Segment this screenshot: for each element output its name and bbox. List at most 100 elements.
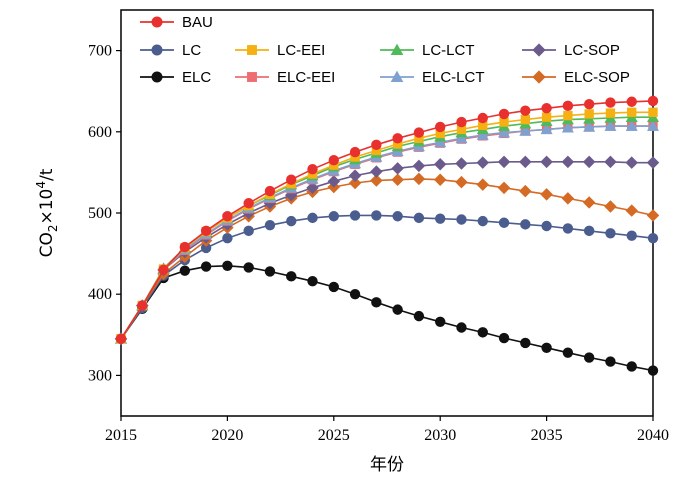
data-point — [519, 184, 532, 198]
data-point — [455, 132, 468, 144]
data-point — [625, 156, 638, 169]
data-point — [476, 178, 489, 191]
data-point — [413, 310, 425, 322]
data-point — [477, 112, 488, 124]
legend-item-lc-lct: LC-LCT — [380, 42, 475, 59]
data-point — [520, 114, 530, 125]
data-point — [561, 121, 574, 133]
data-point — [137, 300, 148, 311]
legend-label: LC-EEI — [277, 42, 325, 59]
data-point — [519, 155, 532, 169]
series-line — [120, 111, 653, 340]
data-point — [151, 71, 163, 83]
data-point — [582, 155, 596, 169]
data-point — [243, 225, 254, 237]
data-point — [371, 210, 382, 221]
y-axis-title-part: 4 — [34, 181, 48, 189]
data-point — [414, 133, 424, 143]
data-point — [647, 95, 659, 107]
data-point — [605, 97, 616, 108]
data-point — [392, 211, 403, 222]
data-point — [243, 198, 254, 209]
data-point — [540, 123, 553, 135]
data-point — [561, 155, 575, 169]
data-point — [151, 16, 163, 28]
data-point — [349, 289, 361, 300]
data-point — [264, 185, 276, 197]
legend-label: LC-LCT — [422, 42, 475, 59]
data-point — [563, 110, 573, 121]
data-point — [435, 128, 445, 139]
data-point — [434, 136, 447, 148]
data-point — [328, 155, 339, 166]
data-point — [478, 120, 488, 130]
data-point — [519, 125, 532, 136]
series-line — [120, 125, 653, 340]
data-point — [286, 215, 297, 227]
legend: BAU LC LC-EEI LC-LCT LC-SOP ELC ELC-EEI ELC-LCT… — [140, 14, 630, 86]
data-point — [477, 327, 488, 338]
data-point — [541, 342, 552, 353]
data-point — [222, 232, 233, 244]
data-point — [370, 174, 383, 187]
legend-label: BAU — [182, 14, 213, 31]
data-point — [413, 127, 425, 138]
data-point — [200, 242, 212, 254]
data-point — [371, 145, 382, 156]
y-axis-title-part: ×10 — [37, 189, 57, 225]
legend-label: ELC-LCT — [422, 69, 485, 86]
y-tick-label: 700 — [88, 43, 112, 60]
data-point — [391, 173, 404, 186]
y-tick-label: 600 — [88, 124, 112, 141]
y-tick-label: 400 — [88, 286, 112, 303]
data-point — [327, 175, 341, 188]
legend-item-lc: LC — [140, 42, 201, 59]
data-point — [243, 262, 254, 273]
data-point — [348, 169, 362, 182]
legend-label: ELC — [182, 69, 211, 86]
data-point — [562, 100, 574, 112]
data-point — [222, 211, 233, 222]
data-point — [626, 361, 637, 372]
data-point — [306, 181, 319, 195]
data-point — [348, 176, 362, 190]
data-point — [151, 44, 163, 56]
data-point — [583, 98, 595, 110]
data-point — [605, 228, 616, 239]
legend-label: LC-SOP — [564, 42, 620, 59]
data-point — [392, 133, 403, 144]
data-point — [370, 165, 383, 178]
data-point — [391, 162, 404, 175]
series-elc-lct — [115, 120, 659, 344]
data-point — [200, 225, 212, 237]
data-point — [647, 365, 659, 376]
data-point — [247, 45, 257, 55]
series-bau — [115, 95, 659, 345]
data-point — [583, 352, 595, 363]
series-line — [120, 264, 654, 372]
legend-item-elc: ELC — [140, 69, 211, 86]
data-point — [646, 156, 660, 169]
series-lc-sop — [114, 155, 660, 346]
legend-label: LC — [182, 42, 201, 59]
y-axis-title-part: CO — [37, 232, 57, 257]
x-tick-label: 2025 — [318, 427, 350, 444]
data-point — [371, 297, 382, 308]
data-point — [625, 120, 638, 131]
data-point — [604, 155, 617, 169]
data-point — [498, 108, 510, 120]
tick-marks — [116, 49, 654, 421]
data-point — [158, 264, 169, 276]
data-point — [541, 103, 552, 114]
data-point — [532, 43, 546, 57]
series-lc — [115, 210, 659, 345]
data-point — [498, 217, 510, 228]
data-point — [349, 210, 361, 221]
data-point — [561, 192, 575, 205]
data-point — [286, 174, 297, 185]
legend-item-lc-eei: LC-EEI — [235, 42, 325, 59]
data-point — [605, 356, 616, 367]
data-point — [435, 213, 446, 224]
data-point — [286, 271, 297, 282]
data-point — [625, 204, 638, 217]
